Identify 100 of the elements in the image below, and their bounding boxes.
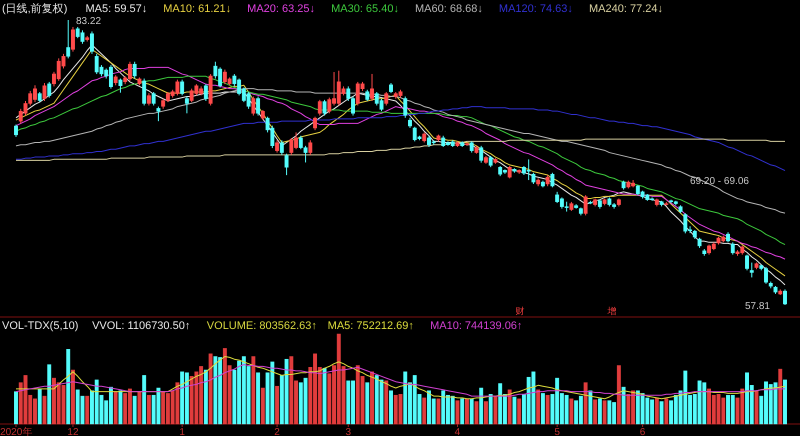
candlestick: [260, 109, 265, 121]
text: MA20: 63.25↓: [247, 3, 316, 15]
bar: [204, 370, 208, 424]
bar: [365, 382, 370, 424]
candlestick: [308, 140, 312, 156]
candlestick: [184, 96, 189, 114]
candlestick: [47, 81, 52, 98]
bar: [14, 391, 18, 424]
candlestick: [745, 254, 749, 271]
candlestick: [146, 92, 151, 106]
bar: [260, 388, 265, 424]
bar: [251, 356, 256, 424]
x-tick-label: 6: [640, 427, 646, 436]
x-tick-label: 2: [274, 427, 280, 436]
x-tick-label: 5: [554, 427, 560, 436]
bar: [540, 393, 545, 424]
bar: [660, 401, 664, 424]
candlestick: [42, 82, 46, 102]
bar: [588, 390, 592, 424]
candlestick: [256, 96, 260, 116]
candlestick: [550, 172, 554, 188]
candlestick: [531, 172, 536, 184]
candlestick: [204, 84, 208, 102]
bar: [602, 400, 607, 424]
candlestick: [546, 174, 550, 187]
bar: [38, 388, 42, 424]
bar: [474, 401, 478, 424]
bar: [142, 375, 146, 424]
x-tick-label: 3: [346, 427, 352, 436]
text: MA10: 744139.06↑: [430, 320, 522, 332]
candlestick: [726, 232, 730, 243]
bar: [465, 398, 469, 424]
candlestick: [698, 237, 702, 248]
bar: [275, 386, 280, 424]
text: MA120: 74.63↓: [498, 3, 573, 15]
text: 财: [516, 306, 524, 316]
candlestick: [275, 140, 280, 154]
candlestick: [132, 61, 137, 80]
candlestick: [142, 78, 146, 106]
x-tick-label: 4: [454, 427, 461, 436]
text: MA240: 77.24↓: [589, 3, 663, 15]
bar: [517, 398, 522, 424]
chart-title: (日线,前复权): [2, 2, 68, 15]
text: MA60: 68.68↓: [415, 3, 483, 15]
bar: [470, 398, 474, 424]
candlestick: [71, 26, 75, 52]
bar: [783, 380, 787, 424]
bar: [208, 354, 213, 424]
candlestick: [370, 73, 374, 102]
candlestick: [422, 132, 426, 143]
bar: [616, 365, 621, 424]
candlestick: [403, 96, 408, 118]
bar: [584, 382, 588, 424]
bar: [370, 372, 374, 424]
candlestick: [384, 92, 388, 106]
bar: [460, 398, 464, 424]
bar: [146, 394, 151, 424]
candlestick: [508, 166, 512, 179]
candlestick: [783, 288, 787, 306]
bar: [256, 372, 260, 424]
candlestick: [284, 153, 289, 176]
bar: [42, 396, 46, 424]
candlestick: [251, 96, 256, 116]
bar: [546, 394, 550, 424]
candlestick: [152, 92, 156, 106]
bar: [456, 400, 460, 424]
bar: [654, 398, 659, 424]
candlestick: [584, 194, 588, 216]
bar: [85, 396, 90, 424]
candlestick: [479, 145, 484, 164]
bar: [536, 390, 540, 424]
text: 增: [606, 306, 616, 316]
candlestick: [318, 99, 322, 116]
candlestick: [66, 20, 70, 59]
x-tick-label: 2020年: [0, 426, 32, 436]
candlestick: [180, 79, 184, 96]
bar: [598, 398, 602, 424]
candlestick: [488, 155, 493, 168]
text: VOLUME: 803562.63↑: [206, 320, 317, 332]
candlestick: [313, 116, 318, 131]
bar: [493, 396, 498, 424]
bar: [488, 394, 493, 424]
bar: [512, 396, 516, 424]
bar: [593, 399, 598, 424]
bar: [137, 391, 142, 424]
annotation: 83.22: [76, 16, 102, 27]
candlestick: [118, 78, 122, 94]
candlestick: [365, 89, 370, 102]
candlestick: [14, 124, 18, 138]
bar: [384, 380, 388, 424]
text: MA5: 59.57↓: [85, 3, 148, 15]
candlestick: [280, 140, 284, 156]
annotation: 57.81: [744, 301, 770, 312]
x-tick-label: 12: [67, 427, 79, 436]
text: MA10: 61.21↓: [163, 3, 232, 15]
text: MA5: 752212.69↑: [328, 320, 414, 332]
text: MA30: 65.40↓: [331, 3, 399, 15]
bar: [778, 368, 782, 424]
bar: [422, 398, 426, 424]
bar: [389, 390, 393, 424]
